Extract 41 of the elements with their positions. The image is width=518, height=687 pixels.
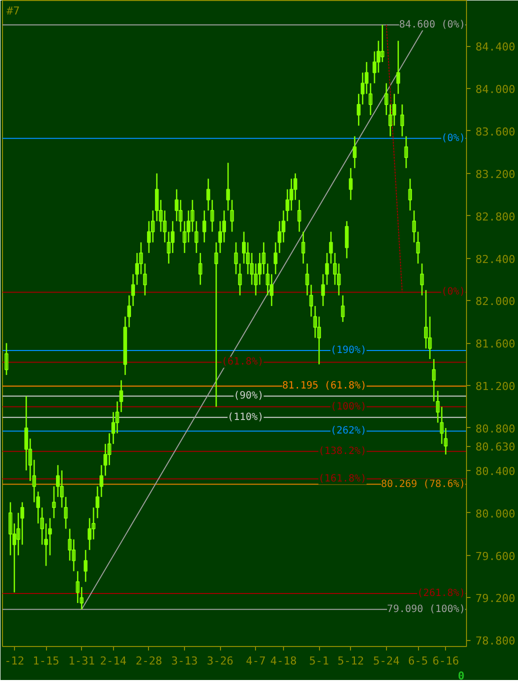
annotation: (161.8%)	[318, 473, 367, 484]
x-tick-label: 6-16	[432, 654, 459, 668]
y-tick-label: 80.630	[476, 440, 516, 454]
y-tick-label: 80.400	[476, 464, 516, 478]
annotation: (138.2%)	[318, 446, 367, 457]
y-tick-label: 78.800	[476, 634, 516, 648]
y-tick-label: 81.200	[476, 380, 516, 394]
y-tick-label: 79.600	[476, 550, 516, 563]
x-tick-label: 5-1	[309, 654, 330, 668]
ref-line-label: 80.269 (78.6%)	[381, 478, 466, 490]
annotation: (261.8%)	[417, 588, 466, 599]
x-tick-label: 3-26	[206, 654, 234, 668]
ref-line-label: 84.600 (0%)	[399, 19, 466, 30]
y-tick-label: 81.600	[476, 338, 516, 351]
x-tick-label: 5-24	[373, 654, 400, 668]
x-tick-label: 2-14	[100, 654, 127, 668]
x-tick-label: 3-13	[171, 654, 198, 668]
y-tick-label: 83.200	[476, 168, 516, 181]
ref-line-label: 81.195 (61.8%)	[282, 380, 367, 392]
text: 0	[458, 670, 464, 682]
y-tick-label: 83.600	[476, 125, 516, 138]
y-tick-label: 84.400	[476, 40, 516, 54]
x-tick-label: 1-31	[68, 654, 95, 668]
x-tick-label: 5-12	[338, 654, 364, 668]
y-tick-label: 80.800	[476, 422, 516, 436]
y-tick-label: 82.400	[476, 252, 516, 266]
ref-line-label: 79.090 (100%)	[387, 604, 466, 615]
annotation: (61.8%)	[222, 356, 264, 368]
x-tick-label: 2-28	[136, 654, 162, 668]
y-tick-label: 82.000	[476, 295, 516, 308]
annotation: #7	[6, 4, 20, 18]
x-tick-label: 6-5	[408, 654, 428, 668]
x-tick-label: 4-18	[270, 654, 297, 668]
x-tick-label: -12	[4, 654, 24, 668]
x-tick-label: 4-7	[246, 654, 266, 668]
y-tick-label: 84.000	[476, 83, 516, 96]
x-tick-label: 1-15	[32, 654, 60, 668]
y-tick-label: 82.800	[476, 210, 516, 224]
annotation: (190%)	[330, 345, 367, 356]
y-tick-label: 79.200	[476, 592, 516, 606]
y-tick-label: 80.000	[476, 507, 516, 520]
